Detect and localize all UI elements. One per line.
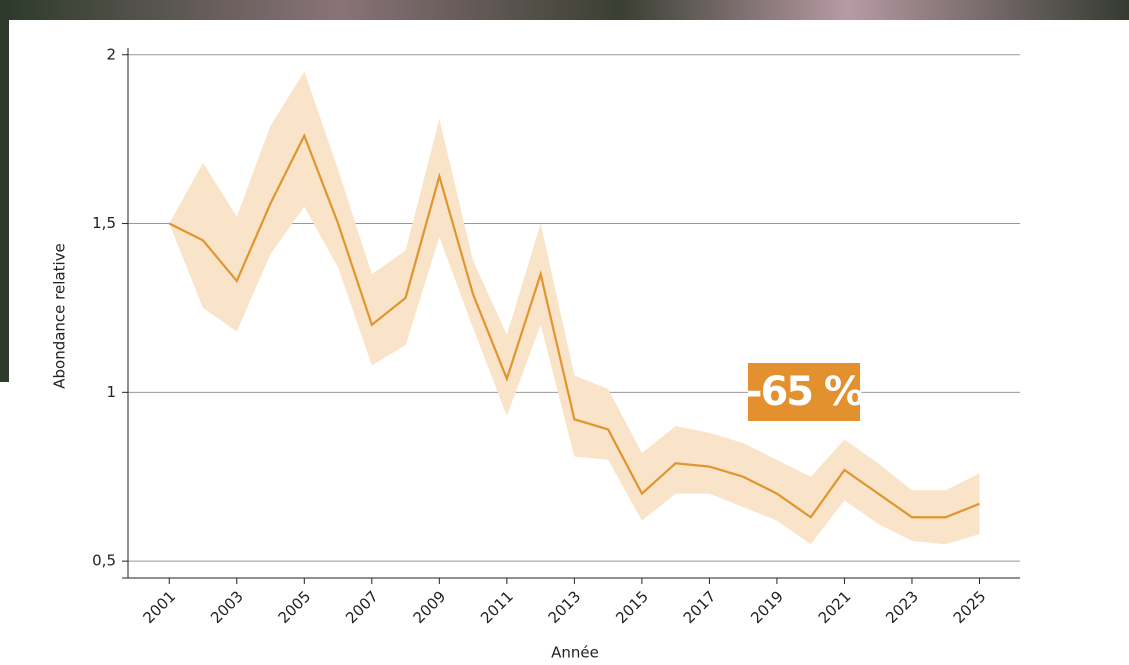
- trend-line: [168, 133, 980, 519]
- x-axis-label: Année: [551, 644, 599, 662]
- y-axis-label: Abondance relative: [51, 243, 69, 389]
- background-photo: [0, 0, 1129, 20]
- panel: [9, 20, 1129, 665]
- y-tick-label: 1,5: [92, 214, 116, 232]
- background-photo: [0, 0, 9, 382]
- annotation-box: [748, 363, 860, 421]
- y-tick-label: 1: [106, 383, 116, 401]
- y-tick-label: 2: [106, 45, 116, 63]
- confidence-band: [169, 71, 980, 545]
- y-tick-label: 0,5: [92, 552, 116, 570]
- annotation: -65 %: [746, 369, 863, 415]
